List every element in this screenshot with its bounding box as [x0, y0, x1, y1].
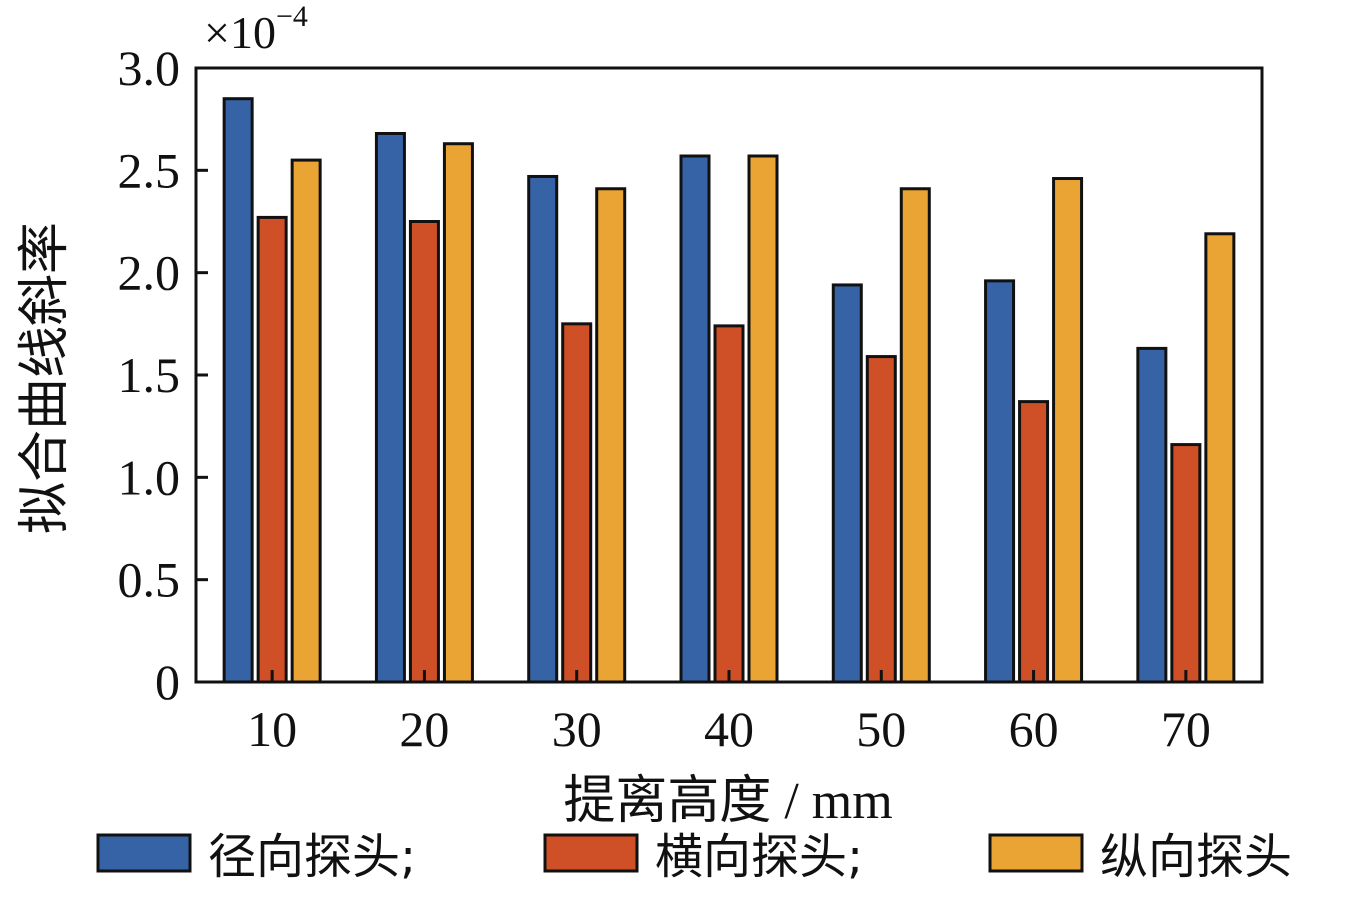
scale-multiplier: ×10−4	[204, 0, 308, 58]
legend-swatch	[96, 833, 192, 873]
bar-70-1	[1136, 346, 1168, 684]
y-tick-label: 2.0	[118, 245, 181, 301]
bar-40-2	[713, 324, 745, 684]
y-tick-label: 2.5	[118, 142, 181, 198]
y-tick-label: 0	[155, 654, 180, 710]
bar-50-2	[865, 355, 897, 684]
bar-30-1	[527, 174, 559, 684]
bar-70-2	[1170, 443, 1202, 684]
legend: 径向探头; 横向探头; 纵向探头	[96, 829, 1292, 885]
bar-20-2	[408, 220, 440, 684]
x-tick-label: 60	[1009, 701, 1059, 757]
legend-item-1: 径向探头;	[96, 829, 416, 885]
scale-exponent: −4	[276, 0, 308, 33]
legend-label: 纵向探头	[1100, 829, 1292, 885]
bar-50-1	[831, 283, 863, 684]
bar-10-2	[256, 215, 288, 684]
legend-swatch	[988, 833, 1084, 873]
x-tick-label: 50	[856, 701, 906, 757]
y-tick-label: 0.5	[118, 552, 181, 608]
bar-10-3	[290, 158, 322, 684]
legend-label: 横向探头;	[655, 829, 863, 885]
bar-60-3	[1052, 177, 1084, 684]
y-tick-label: 3.0	[118, 40, 181, 96]
x-axis-ticks: 10 20 30 40 50 60 70	[247, 670, 1211, 757]
legend-item-3: 纵向探头	[988, 829, 1292, 885]
y-tick-label: 1.5	[118, 347, 181, 403]
plot-frame	[194, 66, 1264, 684]
legend-swatch	[543, 833, 639, 873]
bar-30-2	[561, 322, 593, 684]
bar-30-3	[595, 187, 627, 684]
y-axis-label: 拟合曲线斜率	[15, 222, 75, 534]
bar-70-3	[1204, 232, 1236, 684]
y-tick-label: 1.0	[118, 449, 181, 505]
bar-40-1	[679, 154, 711, 684]
bars-layer	[222, 97, 1236, 684]
legend-item-2: 横向探头;	[543, 829, 863, 885]
x-tick-label: 30	[552, 701, 602, 757]
bar-10-1	[222, 97, 254, 684]
x-tick-label: 40	[704, 701, 754, 757]
bar-60-2	[1018, 400, 1050, 684]
bar-50-3	[899, 187, 931, 684]
bar-60-1	[984, 279, 1016, 684]
bar-20-1	[374, 131, 406, 684]
y-axis-ticks: 0 0.5 1.0 1.5 2.0 2.5 3.0	[118, 40, 208, 710]
legend-label: 径向探头;	[208, 829, 416, 885]
x-tick-label: 70	[1161, 701, 1211, 757]
bar-40-3	[747, 154, 779, 684]
x-tick-label: 20	[399, 701, 449, 757]
bar-20-3	[442, 142, 474, 684]
x-axis-label: 提离高度 / mm	[563, 773, 892, 830]
x-tick-label: 10	[247, 701, 297, 757]
